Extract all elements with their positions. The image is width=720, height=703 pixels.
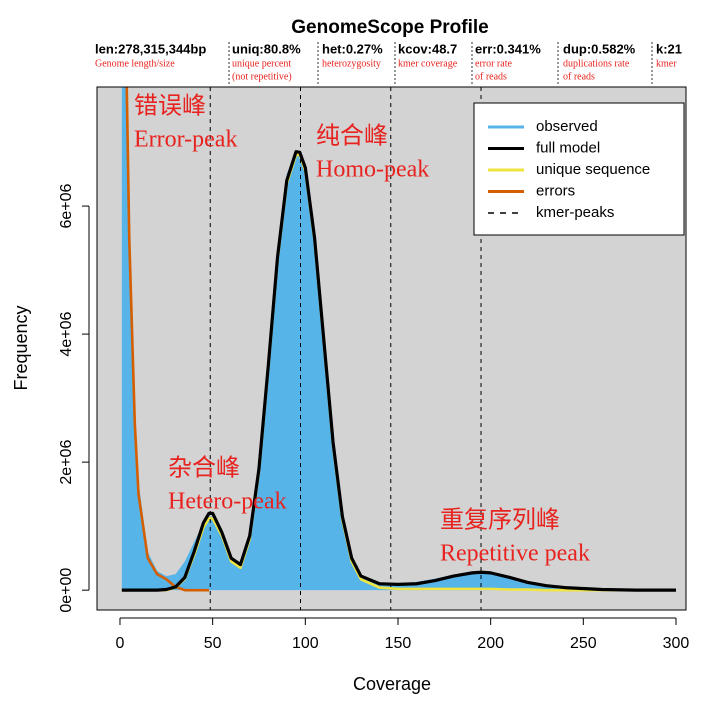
y-axis-label: Frequency: [11, 305, 31, 390]
series-line: [125, 87, 209, 592]
series-line: [121, 150, 676, 592]
x-tick-label: 50: [204, 635, 222, 652]
y-tick-label: 2e+06: [58, 440, 75, 485]
stat-desc: kmer: [656, 58, 677, 69]
stat-label: err:0.341%: [475, 41, 541, 56]
legend-label: full model: [536, 139, 600, 156]
stat-label: het:0.27%: [322, 41, 383, 56]
chart-title: GenomeScope Profile: [291, 17, 488, 38]
x-axis-label: Coverage: [353, 674, 431, 694]
annotation: Hetero-peak: [168, 489, 287, 515]
y-tick-label: 6e+06: [58, 183, 75, 228]
y-tick-label: 4e+06: [58, 312, 75, 357]
x-tick-label: 250: [570, 635, 597, 652]
annotation: Error-peak: [134, 127, 237, 153]
legend-label: unique sequence: [536, 161, 650, 178]
stat-desc: of reads: [475, 71, 507, 82]
plot-frame: [96, 86, 687, 611]
stat-desc: heterozygosity: [322, 58, 381, 69]
stat-desc: duplications rate: [563, 58, 630, 69]
legend-label: observed: [536, 118, 598, 135]
stat-label: k:21: [656, 41, 682, 56]
legend-label: kmer-peaks: [536, 204, 614, 221]
x-tick-label: 200: [477, 635, 504, 652]
x-tick-label: 100: [292, 635, 319, 652]
stat-label: dup:0.582%: [563, 41, 636, 56]
stat-desc: error rate: [475, 58, 512, 69]
annotation: 杂合峰: [168, 455, 240, 482]
stat-desc: (not repetitive): [232, 71, 292, 82]
x-tick-label: 0: [116, 635, 125, 652]
annotation: Homo-peak: [316, 157, 429, 183]
stat-label: kcov:48.7: [398, 41, 457, 56]
stat-label: uniq:80.8%: [232, 41, 301, 56]
stat-label: len:278,315,344bp: [95, 41, 206, 56]
annotation: 纯合峰: [316, 123, 388, 150]
x-tick-label: 300: [663, 635, 690, 652]
annotation: 错误峰: [134, 93, 206, 120]
legend-label: errors: [536, 182, 575, 199]
stat-desc: of reads: [563, 71, 595, 82]
x-tick-label: 150: [385, 635, 412, 652]
plot-curves: [121, 87, 676, 592]
y-tick-label: 0e+00: [58, 568, 75, 613]
stat-desc: kmer coverage: [398, 58, 458, 69]
annotation: 重复序列峰: [440, 507, 560, 534]
stat-desc: Genome length/size: [95, 58, 175, 69]
annotation: Repetitive peak: [440, 541, 590, 567]
stat-desc: unique percent: [232, 58, 291, 69]
